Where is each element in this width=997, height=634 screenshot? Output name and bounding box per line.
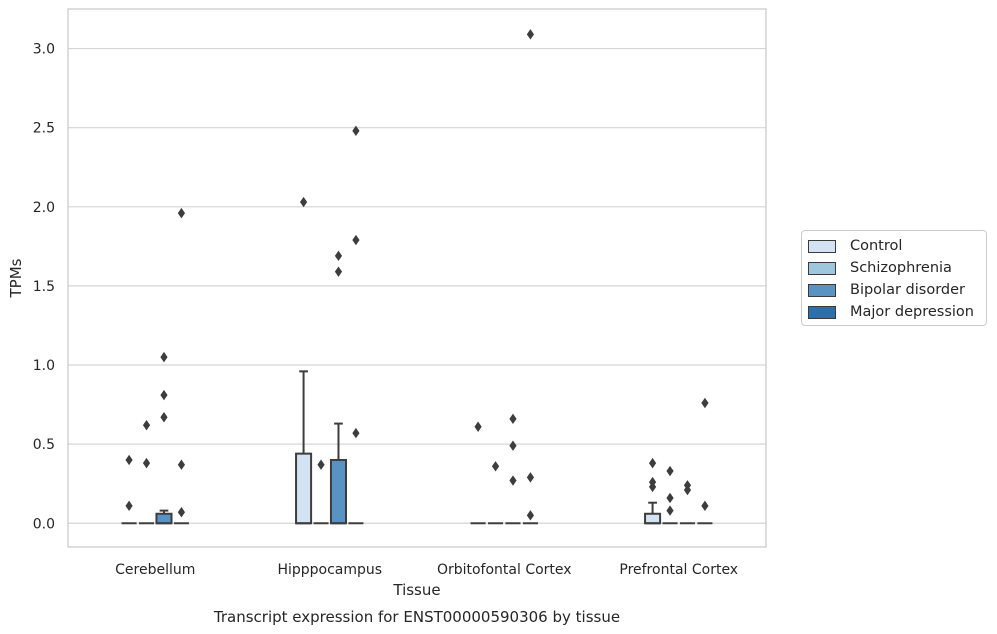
outlier-point (160, 351, 168, 363)
y-tick-label: 0.0 (33, 516, 55, 532)
box-body (155, 512, 173, 525)
x-tick-label: Cerebellum (115, 562, 195, 578)
outlier-point (526, 510, 535, 521)
y-tick-label: 2.5 (33, 121, 55, 137)
outlier-point (474, 421, 482, 432)
outlier-point (701, 500, 709, 512)
legend-item-bipolar-disorder: Bipolar disorder (808, 281, 965, 299)
grid-lines (68, 47, 766, 524)
outlier-point (352, 234, 360, 246)
outlier-point (177, 207, 186, 219)
legend-label-schizophrenia: Schizophrenia (850, 260, 952, 276)
y-tick-label: 0.5 (33, 437, 55, 453)
outlier-point (177, 506, 186, 518)
box-control (644, 501, 662, 525)
outlier-point (352, 427, 360, 439)
x-tick-label: Prefrontal Cortex (619, 562, 738, 578)
outlier-points (125, 29, 709, 521)
outlier-point (509, 440, 517, 451)
box-bipolar-disorder (155, 509, 173, 525)
x-tick-label: Hipppocampus (277, 562, 382, 578)
legend-label-bipolar-disorder: Bipolar disorder (850, 282, 965, 298)
outlier-point (125, 454, 133, 466)
outlier-point (125, 500, 133, 512)
outlier-point (142, 457, 151, 469)
legend-swatch-bipolar-disorder (808, 283, 836, 297)
legend-label-control: Control (850, 238, 903, 254)
boxes (121, 370, 713, 525)
y-tick-labels: 0.0 0.5 1.0 1.5 2.0 2.5 3.0 (33, 42, 55, 533)
outlier-point (491, 461, 500, 472)
x-axis-label: Tissue (392, 581, 440, 599)
outlier-point (648, 457, 657, 469)
legend-swatch-control (808, 239, 836, 253)
legend-item-control: Control (808, 237, 902, 255)
box-bipolar-disorder (329, 422, 348, 525)
legend-swatch-schizophrenia (808, 261, 836, 275)
x-tick-labels: Cerebellum Hipppocampus Orbitofontal Corte… (115, 562, 738, 578)
y-tick-label: 1.0 (33, 358, 55, 374)
box-control (295, 370, 313, 525)
y-tick-label: 1.5 (33, 279, 55, 295)
outlier-point (334, 266, 343, 277)
legend-item-schizophrenia: Schizophrenia (808, 259, 952, 277)
box-body (295, 452, 313, 525)
y-axis-label: TPMs (7, 258, 25, 298)
outlier-point (299, 196, 308, 208)
outlier-point (177, 459, 186, 470)
outlier-point (509, 413, 517, 425)
x-tick-label: Orbitofontal Cortex (437, 562, 572, 578)
plot-frame (67, 8, 767, 548)
outlier-point (142, 419, 151, 431)
outlier-point (666, 492, 674, 504)
outlier-point (334, 250, 343, 262)
outlier-point (160, 412, 168, 423)
box-body (329, 458, 348, 525)
legend-label-major-depression: Major depression (850, 304, 974, 320)
legend-item-major-depression: Major depression (808, 303, 974, 321)
legend: Control Schizophrenia Bipolar disorder M… (801, 230, 987, 326)
outlier-point (509, 475, 517, 486)
outlier-point (666, 505, 674, 516)
outlier-point (701, 397, 709, 409)
box-body (644, 512, 662, 525)
outlier-point (160, 389, 168, 401)
y-tick-label: 3.0 (33, 42, 55, 58)
chart-title: Transcript expression for ENST0000059030… (213, 608, 620, 626)
y-tick-label: 2.0 (33, 200, 55, 216)
outlier-point (352, 125, 360, 137)
outlier-point (317, 459, 325, 470)
outlier-point (526, 29, 535, 40)
legend-swatch-major-depression (808, 305, 836, 319)
outlier-point (526, 472, 535, 483)
outlier-point (648, 481, 657, 493)
outlier-point (666, 465, 674, 477)
outlier-point (683, 484, 692, 496)
